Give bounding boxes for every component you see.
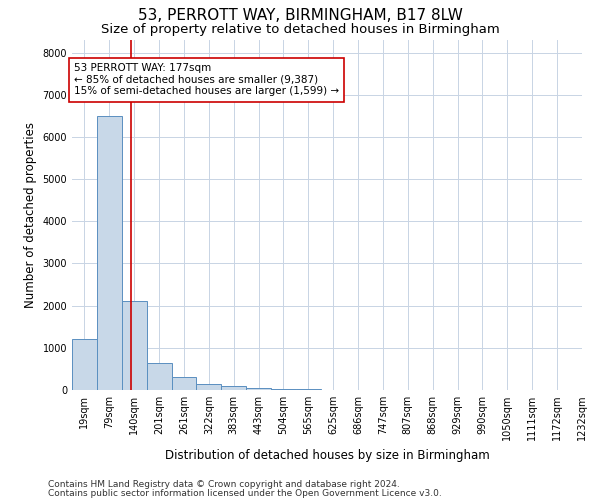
Bar bbox=[296, 389, 321, 390]
Bar bbox=[122, 302, 146, 390]
Text: Size of property relative to detached houses in Birmingham: Size of property relative to detached ho… bbox=[101, 22, 499, 36]
Bar bbox=[72, 340, 97, 390]
Y-axis label: Number of detached properties: Number of detached properties bbox=[24, 122, 37, 308]
Bar bbox=[271, 388, 296, 390]
Bar bbox=[196, 384, 221, 390]
Text: 53, PERROTT WAY, BIRMINGHAM, B17 8LW: 53, PERROTT WAY, BIRMINGHAM, B17 8LW bbox=[137, 8, 463, 22]
Text: Contains public sector information licensed under the Open Government Licence v3: Contains public sector information licen… bbox=[48, 490, 442, 498]
Bar bbox=[221, 386, 246, 390]
Text: 53 PERROTT WAY: 177sqm
← 85% of detached houses are smaller (9,387)
15% of semi-: 53 PERROTT WAY: 177sqm ← 85% of detached… bbox=[74, 63, 339, 96]
Bar bbox=[146, 362, 172, 390]
X-axis label: Distribution of detached houses by size in Birmingham: Distribution of detached houses by size … bbox=[164, 448, 490, 462]
Bar bbox=[97, 116, 122, 390]
Bar bbox=[172, 378, 196, 390]
Text: Contains HM Land Registry data © Crown copyright and database right 2024.: Contains HM Land Registry data © Crown c… bbox=[48, 480, 400, 489]
Bar bbox=[246, 388, 271, 390]
